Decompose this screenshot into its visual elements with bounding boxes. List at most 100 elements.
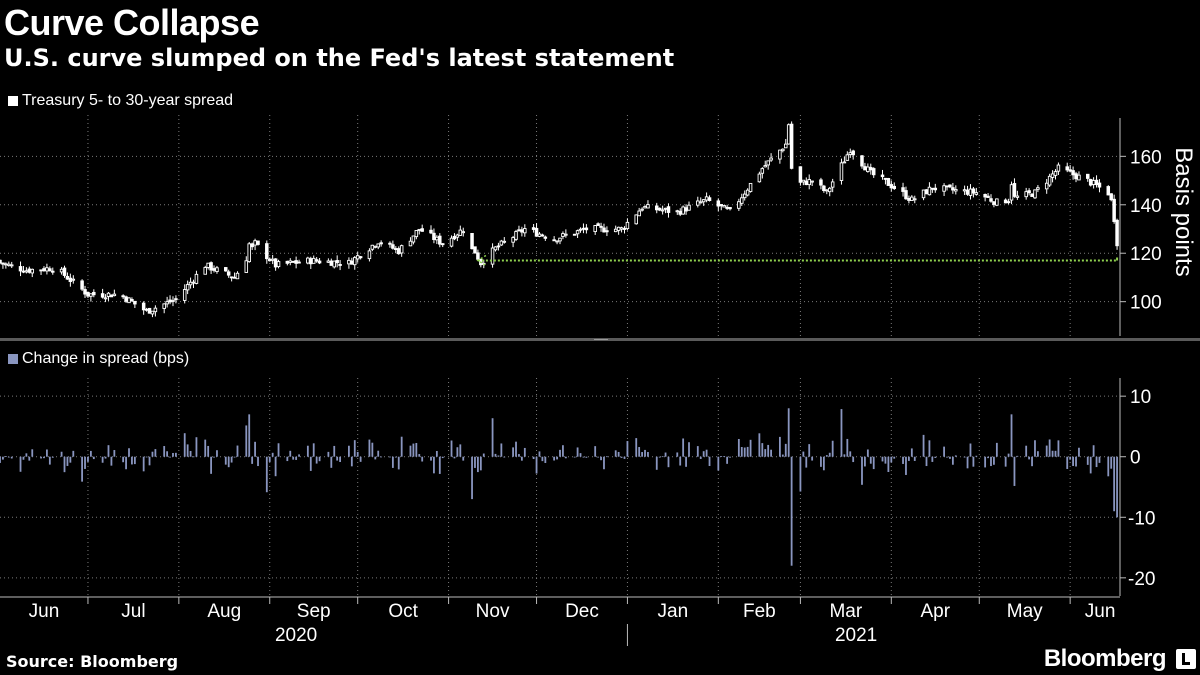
change-bar	[248, 414, 251, 457]
change-bar	[553, 456, 556, 461]
spread-candle-body	[883, 177, 888, 180]
change-bar	[374, 456, 377, 460]
chart-title: Curve Collapse	[4, 2, 260, 43]
change-bar	[582, 456, 585, 458]
spread-candle-body	[863, 166, 867, 171]
change-bar	[614, 450, 617, 457]
spread-candle-body	[1094, 179, 1099, 186]
change-bar	[802, 451, 805, 457]
change-bar	[1013, 456, 1016, 486]
change-bar	[890, 456, 893, 463]
spread-candle-body	[1077, 174, 1081, 181]
spread-candle-body	[490, 247, 495, 265]
spread-candle-body	[962, 189, 967, 192]
change-bar	[1048, 439, 1051, 457]
change-bar	[25, 453, 28, 457]
change-bar	[397, 456, 400, 470]
spread-candle-body	[707, 197, 712, 202]
axis-layer: Jun Jul Aug Sep Oct Nov Dec Jan Feb Mar Apr May Jun 2…	[0, 118, 1162, 646]
spread-candle-body	[100, 293, 105, 298]
change-bar	[1010, 414, 1013, 457]
change-bar	[573, 456, 576, 458]
change-bar	[450, 440, 453, 457]
brand-name: Bloomberg	[1043, 645, 1167, 672]
spread-candle-body	[461, 231, 465, 234]
change-bar	[494, 453, 497, 457]
spread-candle-body	[798, 166, 803, 183]
y-tick-label-top: 100	[1130, 293, 1162, 314]
change-bar	[635, 438, 638, 457]
change-bar	[1034, 440, 1036, 457]
change-bar	[169, 456, 171, 458]
change-bar	[541, 456, 544, 462]
change-bar	[902, 456, 904, 464]
y-tick-label-top: 140	[1130, 196, 1162, 217]
change-bar	[644, 449, 646, 457]
change-bar	[749, 439, 752, 457]
spread-candle-body	[250, 243, 254, 248]
spread-candle-body	[329, 260, 334, 266]
spread-candle-body	[355, 255, 360, 260]
change-bar	[984, 456, 987, 468]
spread-candle-body	[376, 243, 380, 248]
x-tick-label-month: Oct	[388, 601, 418, 622]
spread-candle-body	[51, 270, 55, 273]
change-bar	[81, 456, 83, 482]
change-bar	[905, 456, 907, 475]
change-bar	[603, 456, 605, 470]
change-bar	[4, 456, 7, 457]
change-bar	[661, 456, 664, 458]
spread-candle-body	[786, 124, 791, 145]
spread-candle-body	[995, 198, 999, 206]
spread-candle-body	[740, 197, 744, 204]
spread-candle-body	[511, 237, 515, 243]
change-bar	[131, 456, 133, 465]
spread-candle-body	[760, 168, 765, 174]
spread-candle-body	[309, 258, 313, 265]
spread-candle-body	[150, 310, 155, 315]
change-bar	[1086, 456, 1089, 465]
spread-candle-body	[822, 185, 826, 191]
change-bar	[943, 446, 945, 457]
change-bar	[371, 442, 374, 457]
spread-candle-body	[452, 235, 457, 240]
spread-candle-body	[889, 184, 894, 189]
change-bar	[380, 456, 383, 458]
change-bar	[92, 456, 95, 460]
spread-candle-body	[109, 294, 114, 298]
change-bar	[327, 451, 330, 457]
change-bar	[210, 456, 212, 474]
spread-candle-body	[30, 268, 35, 274]
change-bar	[104, 456, 107, 459]
change-bar	[585, 456, 588, 458]
change-bar	[1045, 445, 1048, 457]
spread-candle-body	[411, 235, 416, 243]
spread-candle-body	[89, 293, 93, 297]
change-bar	[456, 447, 459, 457]
change-bar	[1066, 456, 1069, 469]
change-bar	[89, 450, 92, 457]
change-bar	[1098, 456, 1101, 463]
spread-candle-body	[520, 229, 524, 233]
change-bar	[286, 456, 289, 462]
spread-candle-body	[332, 260, 336, 268]
spread-candle-body	[226, 271, 231, 276]
spread-candle-body	[696, 200, 700, 206]
change-bar	[564, 456, 567, 459]
change-bar	[820, 456, 822, 467]
spread-candle-body	[432, 232, 436, 240]
change-bar	[500, 443, 503, 457]
spread-candle-body	[954, 189, 958, 192]
spread-candle-body	[810, 180, 814, 183]
source-note: Source: Bloomberg	[6, 652, 179, 671]
spread-candle-body	[48, 268, 52, 272]
spread-candle-body	[742, 193, 747, 199]
spread-candle-body	[655, 205, 659, 211]
spread-candle-body	[1003, 199, 1008, 204]
spread-candle-body	[1071, 170, 1075, 176]
change-bar	[1089, 456, 1092, 474]
change-bar	[441, 456, 444, 459]
spread-candle-body	[68, 277, 73, 282]
change-bar	[227, 456, 230, 468]
spread-candle-body	[270, 258, 275, 261]
